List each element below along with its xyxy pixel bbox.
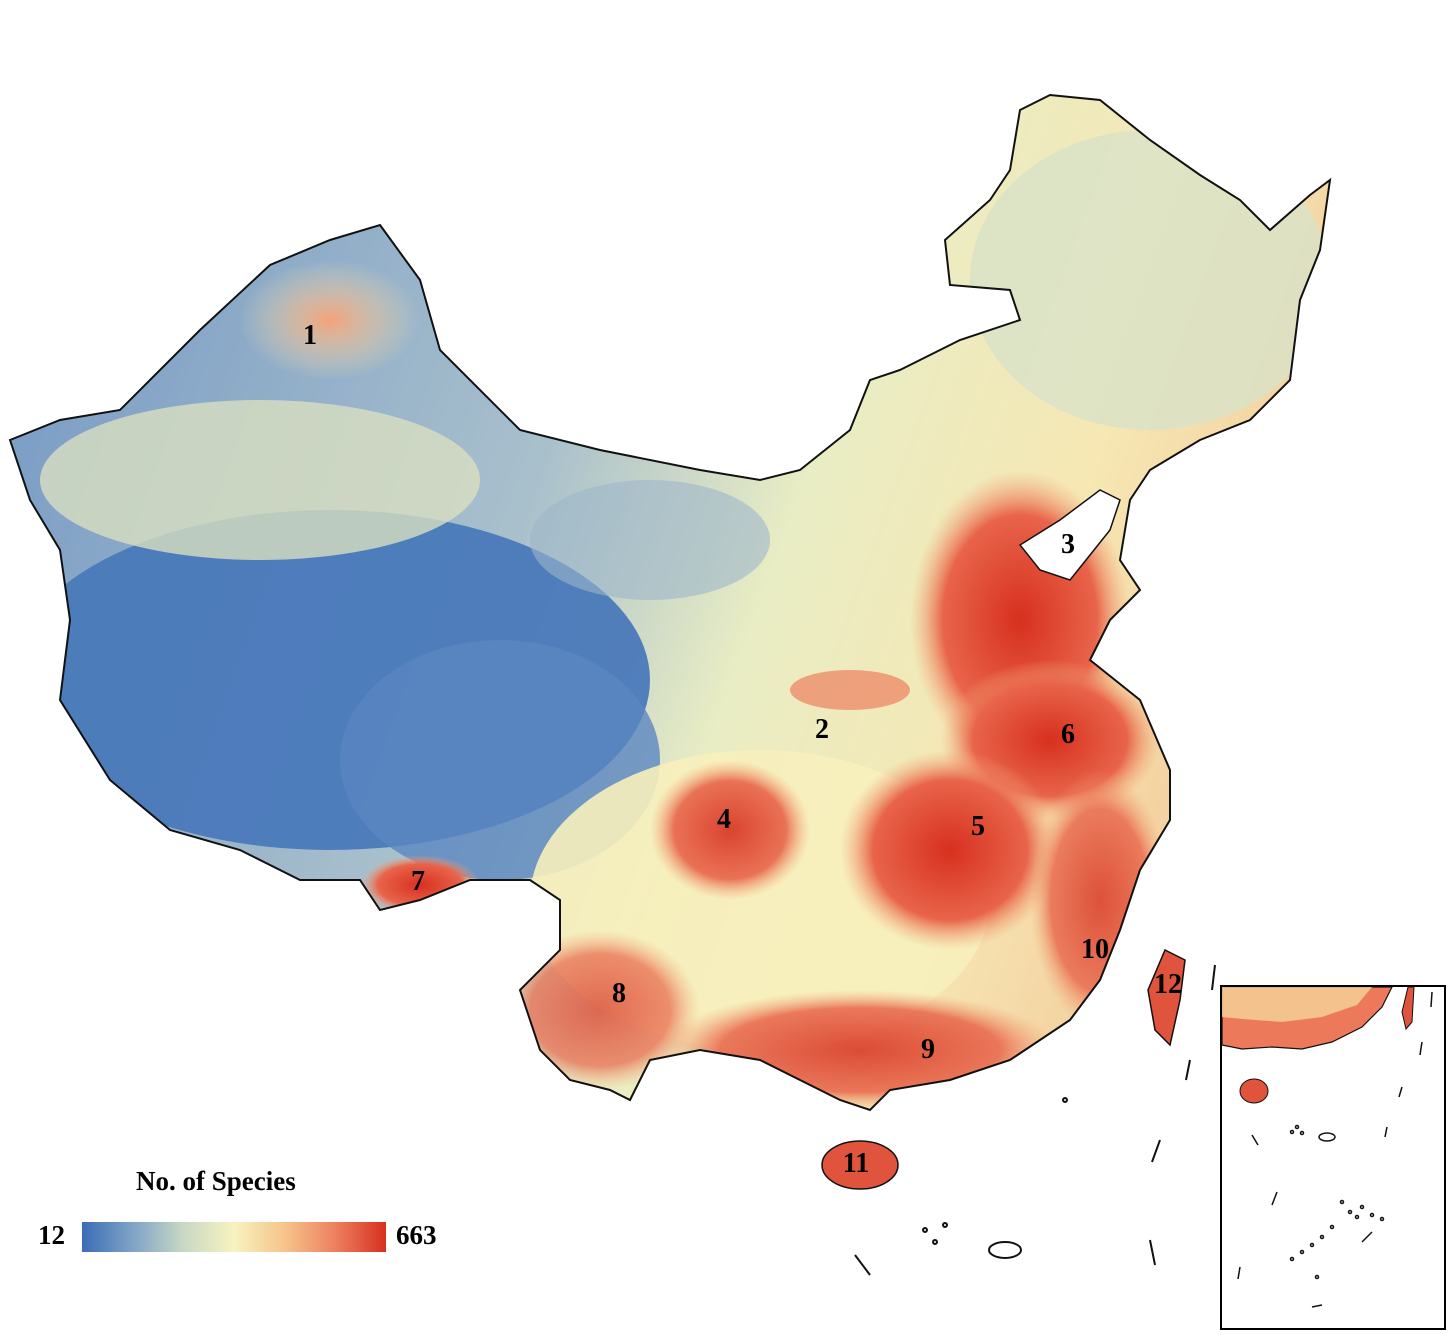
inset-islands <box>1237 991 1433 1308</box>
region-label-9: 9 <box>921 1034 935 1065</box>
legend-min-label: 12 <box>38 1220 65 1250</box>
legend-color-bar <box>82 1222 386 1252</box>
inset-mainland-light <box>1222 987 1372 1022</box>
region-label-10: 10 <box>1081 934 1109 965</box>
inset-map <box>1222 987 1433 1308</box>
taiwan-island <box>1147 948 1186 1047</box>
bohai-sea <box>1018 489 1121 581</box>
region-label-1: 1 <box>303 320 317 351</box>
region-label-4: 4 <box>717 804 731 835</box>
region-label-7: 7 <box>411 866 425 897</box>
region-label-5: 5 <box>971 811 985 842</box>
legend-max-label: 663 <box>396 1220 437 1250</box>
south-china-sea-inset <box>1220 985 1446 1330</box>
region-label-2: 2 <box>815 714 829 745</box>
inset-taiwan <box>1401 987 1415 1031</box>
region-label-12: 12 <box>1154 969 1182 1000</box>
south-sea-islands <box>854 964 1216 1276</box>
inset-hainan <box>1239 1078 1269 1104</box>
hainan-island <box>821 1140 899 1190</box>
region-label-3: 3 <box>1061 529 1075 560</box>
region-label-8: 8 <box>612 978 626 1009</box>
legend-title: No. of Species <box>136 1166 296 1196</box>
region-label-6: 6 <box>1061 719 1075 750</box>
region-label-11: 11 <box>843 1148 869 1179</box>
mainland-border <box>8 93 1332 1112</box>
